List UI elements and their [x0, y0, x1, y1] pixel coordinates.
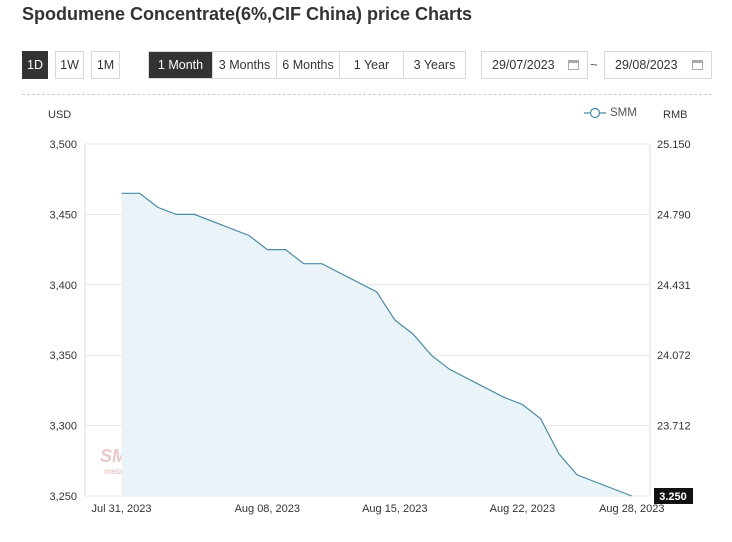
legend-line-marker-icon: [584, 107, 606, 119]
interval-1w-button[interactable]: 1W: [55, 51, 84, 79]
left-y-tick-label: 3,500: [49, 139, 77, 151]
left-y-tick-label: 3,350: [49, 350, 77, 362]
left-axis-unit: USD: [48, 109, 72, 121]
right-y-tick-label: 23.712: [657, 421, 691, 433]
interval-1m-button[interactable]: 1M: [91, 51, 120, 79]
left-y-tick-label: 3,300: [49, 421, 77, 433]
current-value-label: 3.250: [659, 491, 687, 503]
x-tick-label: Aug 22, 2023: [490, 503, 555, 515]
left-y-tick-label: 3,450: [49, 209, 77, 221]
date-to-input[interactable]: 29/08/2023: [604, 51, 712, 79]
x-tick-label: Jul 31, 2023: [92, 503, 152, 515]
right-y-tick-label: 24.431: [657, 280, 691, 292]
page-title: Spodumene Concentrate(6%,CIF China) pric…: [22, 4, 473, 24]
legend-series-label: SMM: [610, 107, 637, 119]
interval-1d-button[interactable]: 1D: [22, 51, 48, 79]
range-1-month-button[interactable]: 1 Month: [149, 52, 213, 78]
range-6-months-button[interactable]: 6 Months: [277, 52, 340, 78]
x-tick-label: Aug 28, 2023: [599, 503, 664, 515]
calendar-icon: [568, 60, 579, 70]
left-y-tick-label: 3,400: [49, 280, 77, 292]
date-separator: ~: [590, 57, 598, 72]
date-to-value: 29/08/2023: [615, 58, 678, 72]
chart-legend[interactable]: SMM: [584, 107, 637, 119]
right-axis-unit: RMB: [663, 109, 688, 121]
x-tick-label: Aug 08, 2023: [235, 503, 300, 515]
range-1-year-button[interactable]: 1 Year: [340, 52, 404, 78]
range-3-months-button[interactable]: 3 Months: [213, 52, 277, 78]
date-from-value: 29/07/2023: [492, 58, 555, 72]
range-selector: 1 Month 3 Months 6 Months 1 Year 3 Years: [148, 51, 466, 79]
date-from-input[interactable]: 29/07/2023: [481, 51, 588, 79]
right-y-tick-label: 25.150: [657, 139, 691, 151]
calendar-icon: [692, 60, 703, 70]
range-3-years-button[interactable]: 3 Years: [413, 58, 456, 72]
right-y-tick-label: 24.790: [657, 209, 691, 221]
series-area: [121, 193, 632, 497]
left-y-tick-label: 3,250: [49, 491, 77, 503]
x-tick-label: Aug 15, 2023: [362, 503, 427, 515]
toolbar-divider: [22, 94, 712, 95]
current-value-badge: [654, 488, 693, 504]
right-y-tick-label: 24.072: [657, 350, 691, 362]
